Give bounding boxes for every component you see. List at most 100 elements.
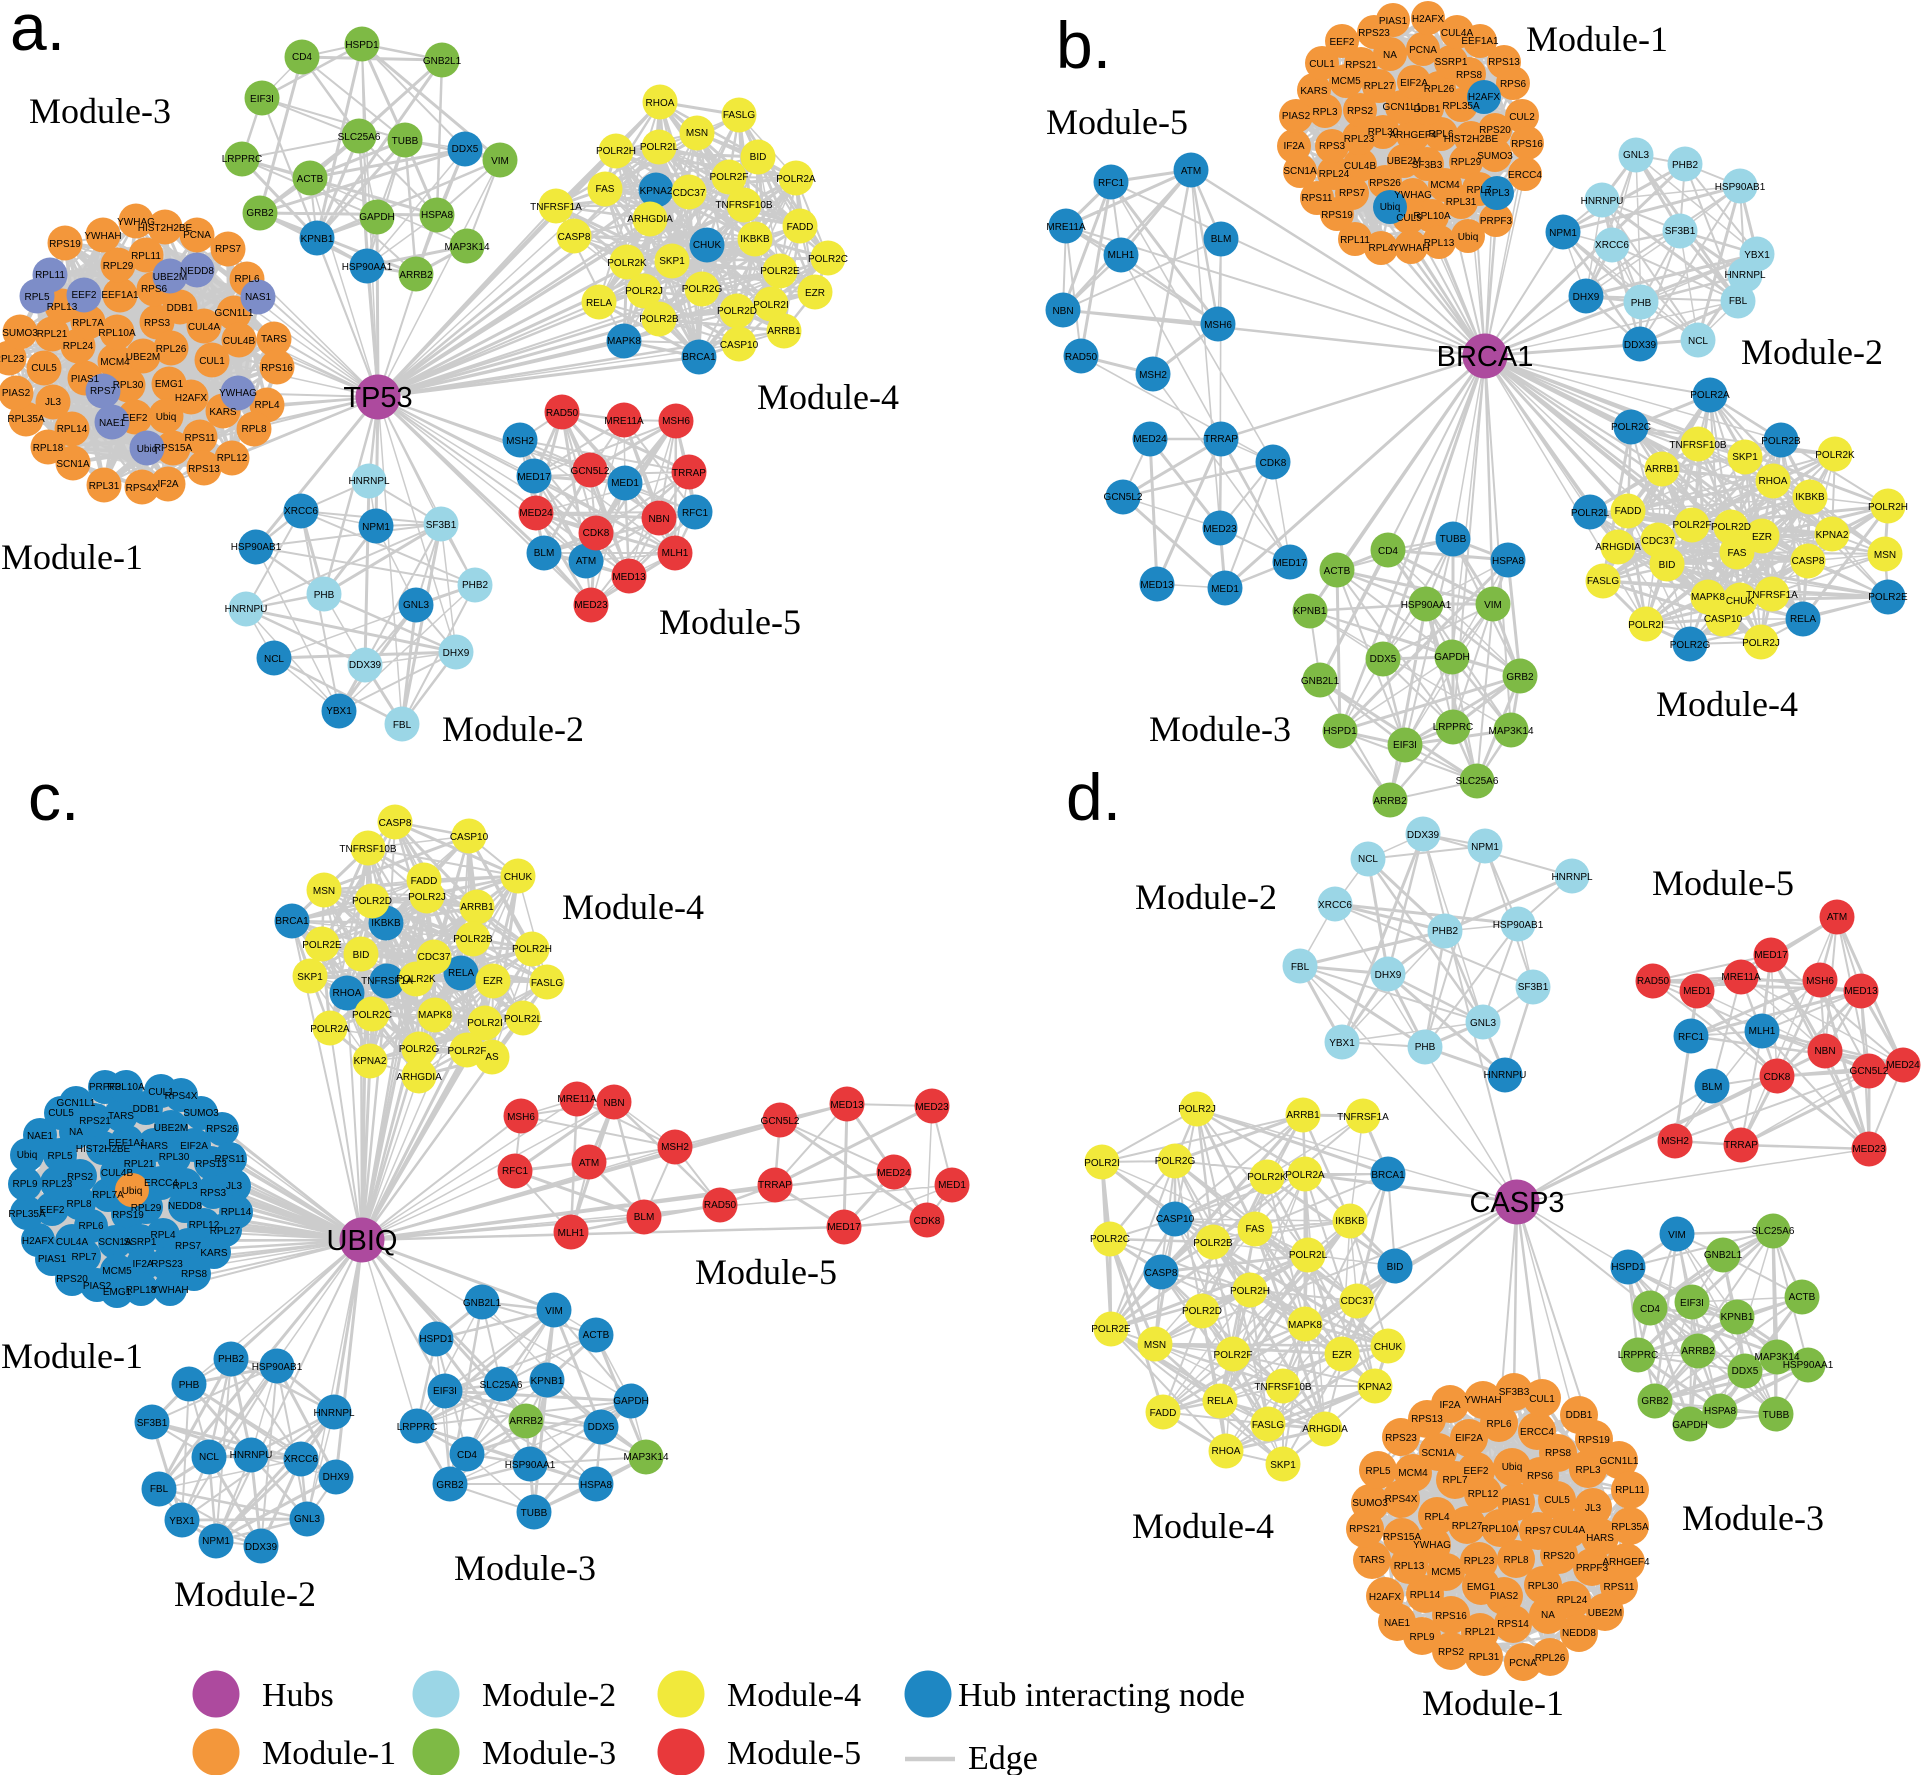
svg-text:MED24: MED24	[877, 1168, 911, 1179]
svg-text:Hub interacting node: Hub interacting node	[958, 1677, 1245, 1714]
svg-text:CDK8: CDK8	[583, 528, 610, 539]
svg-text:Module-2: Module-2	[1741, 332, 1883, 372]
svg-text:ARRB2: ARRB2	[399, 270, 433, 281]
svg-text:POLR2J: POLR2J	[1178, 1104, 1216, 1115]
svg-text:YBX1: YBX1	[169, 1516, 195, 1527]
svg-text:MCM5: MCM5	[1431, 1567, 1461, 1578]
svg-text:EEF2: EEF2	[122, 413, 147, 424]
svg-text:RPL21: RPL21	[1465, 1627, 1496, 1638]
svg-text:LRPPRC: LRPPRC	[397, 1422, 438, 1433]
svg-text:HARS: HARS	[140, 1141, 168, 1152]
svg-text:TNFRSF1A: TNFRSF1A	[1746, 590, 1798, 601]
svg-text:RPS4X: RPS4X	[126, 483, 159, 494]
svg-text:MED13: MED13	[1844, 986, 1878, 997]
svg-text:PHB2: PHB2	[1672, 160, 1699, 171]
svg-text:PIAS1: PIAS1	[1379, 16, 1408, 27]
svg-text:GAPDH: GAPDH	[1434, 652, 1470, 663]
svg-text:RFC1: RFC1	[1098, 178, 1125, 189]
svg-text:MSH6: MSH6	[1204, 320, 1232, 331]
svg-text:GCN5L2: GCN5L2	[1850, 1066, 1889, 1077]
svg-text:TNFRSF1A: TNFRSF1A	[361, 976, 413, 987]
svg-text:UBE2M: UBE2M	[1387, 156, 1421, 167]
svg-text:GAPDH: GAPDH	[613, 1396, 649, 1407]
svg-text:GNB2L1: GNB2L1	[1704, 1250, 1743, 1261]
svg-text:CDK8: CDK8	[914, 1216, 941, 1227]
svg-text:EEF1A1: EEF1A1	[1461, 36, 1499, 47]
svg-text:RPL4: RPL4	[1368, 243, 1393, 254]
svg-text:EIF2A: EIF2A	[180, 1141, 208, 1152]
svg-text:NCL: NCL	[1688, 336, 1708, 347]
svg-text:BRCA1: BRCA1	[1371, 1170, 1405, 1181]
svg-text:ARHGDIA: ARHGDIA	[627, 214, 673, 225]
svg-text:MED1: MED1	[611, 478, 639, 489]
svg-text:MED24: MED24	[1133, 434, 1167, 445]
svg-text:HNRNPU: HNRNPU	[230, 1450, 273, 1461]
svg-text:ARHGDIA: ARHGDIA	[1302, 1424, 1348, 1435]
svg-text:SLC25A6: SLC25A6	[1752, 1226, 1795, 1237]
svg-text:POLR2F: POLR2F	[448, 1046, 487, 1057]
svg-text:MED17: MED17	[827, 1222, 861, 1233]
svg-text:MLH1: MLH1	[1108, 250, 1135, 261]
svg-text:RPL30: RPL30	[159, 1152, 190, 1163]
svg-text:YWHAH: YWHAH	[84, 231, 121, 242]
svg-text:RPS20: RPS20	[56, 1274, 88, 1285]
svg-text:RPL27: RPL27	[1452, 1521, 1483, 1532]
svg-text:ATM: ATM	[579, 1158, 599, 1169]
svg-text:RPS19: RPS19	[112, 1210, 144, 1221]
svg-text:RFC1: RFC1	[502, 1166, 529, 1177]
svg-text:SCN1A: SCN1A	[98, 1237, 132, 1248]
svg-text:RPS23: RPS23	[151, 1259, 183, 1270]
svg-text:RAD50: RAD50	[1065, 352, 1098, 363]
svg-text:SSRP1: SSRP1	[124, 1237, 157, 1248]
svg-text:RPL6: RPL6	[78, 1221, 103, 1232]
svg-text:GNB2L1: GNB2L1	[423, 56, 462, 67]
svg-text:JL3: JL3	[45, 397, 62, 408]
svg-text:CUL4A: CUL4A	[1553, 1525, 1586, 1536]
svg-text:RELA: RELA	[448, 968, 474, 979]
svg-text:EMG1: EMG1	[155, 379, 184, 390]
svg-text:CHUK: CHUK	[1726, 596, 1755, 607]
svg-text:RPL21: RPL21	[37, 329, 68, 340]
svg-text:RHOA: RHOA	[1759, 476, 1788, 487]
svg-text:NAE1: NAE1	[27, 1131, 54, 1142]
svg-text:MLH1: MLH1	[662, 548, 689, 559]
svg-text:POLR2I: POLR2I	[467, 1018, 503, 1029]
svg-text:MED17: MED17	[1754, 950, 1788, 961]
svg-text:POLR2F: POLR2F	[1214, 1350, 1253, 1361]
svg-text:MED23: MED23	[1203, 524, 1237, 535]
svg-text:RPL23: RPL23	[42, 1179, 73, 1190]
svg-text:HSPD1: HSPD1	[1611, 1262, 1645, 1273]
svg-text:RPS16: RPS16	[1511, 139, 1543, 150]
svg-text:RPL6: RPL6	[234, 274, 259, 285]
svg-text:POLR2L: POLR2L	[1571, 508, 1610, 519]
svg-text:MRE11A: MRE11A	[1721, 972, 1761, 983]
svg-text:CDK8: CDK8	[1764, 1072, 1791, 1083]
svg-text:MAP3K14: MAP3K14	[623, 1452, 668, 1463]
svg-text:RPL13: RPL13	[1394, 1561, 1425, 1572]
svg-text:HSPA8: HSPA8	[1704, 1406, 1736, 1417]
svg-text:POLR2K: POLR2K	[1815, 450, 1855, 461]
svg-text:VIM: VIM	[545, 1306, 563, 1317]
svg-text:RPL35A: RPL35A	[7, 414, 45, 425]
svg-text:MSN: MSN	[1144, 1340, 1166, 1351]
svg-text:RPS26: RPS26	[1369, 178, 1401, 189]
svg-text:ERCC4: ERCC4	[144, 1178, 178, 1189]
svg-text:RPL35A: RPL35A	[1611, 1522, 1649, 1533]
svg-text:RPL3: RPL3	[1575, 1465, 1600, 1476]
svg-text:Module-1: Module-1	[1422, 1683, 1564, 1723]
svg-text:Ubiq: Ubiq	[1458, 232, 1479, 243]
svg-text:DDX5: DDX5	[588, 1422, 615, 1433]
svg-text:RPL8: RPL8	[66, 1199, 91, 1210]
svg-text:RPL10A: RPL10A	[107, 1082, 145, 1093]
svg-text:BRCA1: BRCA1	[1437, 341, 1534, 373]
svg-text:SF3B1: SF3B1	[137, 1418, 168, 1429]
svg-text:EEF2: EEF2	[71, 290, 96, 301]
svg-text:H2AFX: H2AFX	[1369, 1592, 1402, 1603]
svg-text:CUL5: CUL5	[48, 1108, 74, 1119]
svg-text:BLM: BLM	[634, 1212, 655, 1223]
svg-text:BID: BID	[750, 152, 767, 163]
svg-text:Module-4: Module-4	[1132, 1506, 1274, 1546]
svg-text:GCN5L2: GCN5L2	[1104, 492, 1143, 503]
svg-text:EEF1A1: EEF1A1	[108, 1138, 146, 1149]
svg-text:UBE2M: UBE2M	[154, 1123, 188, 1134]
